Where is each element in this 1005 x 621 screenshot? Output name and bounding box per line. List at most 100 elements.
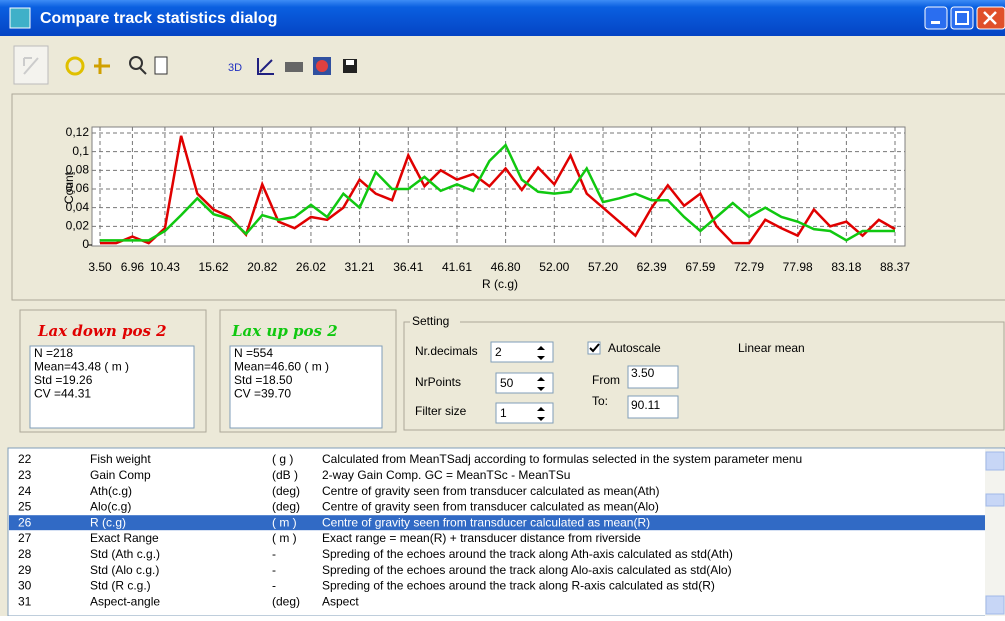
x-tick-label: 10.43 [150,260,180,274]
maximize-icon [955,11,969,25]
chart-icon[interactable] [257,58,274,75]
list-cell: 28 [18,547,32,561]
list-cell: Centre of gravity seen from transducer c… [322,484,660,498]
minimize-icon [931,21,940,24]
scroll-up[interactable] [985,451,1005,471]
zoom-icon[interactable] [129,56,143,70]
spin-value: 1 [500,406,507,420]
stats-box [229,345,383,429]
field-value: 90.11 [631,398,660,412]
save-icon-label [346,60,354,65]
y-tick-label: 0,12 [66,125,90,139]
x-tick-label: 6.96 [121,260,145,274]
x-tick-label: 72.79 [734,260,764,274]
stats-title: Lax down pos 2 [37,322,167,340]
field-label: Filter size [415,404,467,418]
x-tick-label: 88.37 [880,260,910,274]
field-label: From [592,373,620,387]
field-label: NrPoints [415,375,461,389]
list-cell: Aspect [322,594,359,608]
plot: 0 0,02 0,04 0,06 0,08 0,1 0,12 3.50 6.96 10.43 15.… [66,125,911,274]
app-icon [9,7,31,29]
list-cell: (dB ) [272,468,298,482]
zoom-handle [139,67,147,75]
x-tick-label: 20.82 [247,260,277,274]
list: 22 Fish weight ( g ) Calculated from MeanTS… [9,452,985,608]
y-tick-label: 0 [82,237,89,251]
text-box[interactable] [627,365,679,389]
scroll-down[interactable] [985,595,1005,615]
window-title: Compare track statistics dialog [40,10,277,27]
field-value: 3.50 [631,366,655,380]
list-cell: 26 [18,515,32,529]
maximize-button[interactable] [950,6,974,30]
list-cell: ( m ) [272,531,297,545]
x-tick-label: 41.61 [442,260,472,274]
settings-title: Setting [412,314,449,328]
stats-title: Lax up pos 2 [231,322,338,340]
print-icon[interactable] [285,62,303,72]
y-tick-label: 0,08 [66,163,90,177]
list-cell: Exact Range [90,531,159,545]
minimize-button[interactable] [924,6,948,30]
list-cell: 24 [18,484,32,498]
x-tick-label: 36.41 [393,260,423,274]
field-label: Nr.decimals [415,344,478,358]
list-cell: ( g ) [272,452,293,466]
list-cell: - [272,547,276,561]
stats-line: CV =44.31 [34,387,91,401]
settings-title-bg [410,316,460,328]
x-tick-label: 83.18 [831,260,861,274]
y-tick-label: 0,1 [72,144,89,158]
spin-value: 2 [495,345,502,359]
list-cell: (deg) [272,484,300,498]
stats-line: Mean=46.60 ( m ) [234,360,329,374]
y-axis-label: Count [62,171,76,204]
spin-box[interactable] [490,341,554,363]
list-cell: - [272,563,276,577]
list-cell: 25 [18,500,32,514]
scrollbar [985,449,1005,616]
y-tick-label: 0,06 [66,181,90,195]
page-icon[interactable] [154,56,168,75]
stats-line: N =218 [34,346,73,360]
x-axis-label: R (c.g) [482,277,518,291]
3d-button[interactable]: 3D [228,62,242,74]
settings-group [403,321,1005,431]
x-tick-label: 77.98 [783,260,813,274]
refresh-icon[interactable] [65,56,85,76]
x-tick-label: 46.80 [491,260,521,274]
list-cell: 29 [18,563,32,577]
series-line [100,143,895,242]
list-cell: Exact range = mean(R) + transducer dista… [322,531,641,545]
list-cell: (deg) [272,500,300,514]
stats-line: Std =18.50 [234,373,293,387]
list-cell: (deg) [272,594,300,608]
spin-value: 50 [500,376,514,390]
checkbox-label: Autoscale [608,341,661,355]
list-box [7,447,1005,617]
list-cell: Ath(c.g) [90,484,132,498]
list-cell: Spreding of the echoes around the track … [322,563,732,577]
list-cell: Std (Alo c.g.) [90,563,159,577]
y-tick-label: 0,02 [66,219,90,233]
move-icon[interactable] [94,58,110,74]
x-tick-label: 57.20 [588,260,618,274]
x-tick-label: 62.39 [637,260,667,274]
list-cell: Spreding of the echoes around the track … [322,579,715,593]
list-cell: Std (Ath c.g.) [90,547,160,561]
scroll-thumb[interactable] [985,493,1005,507]
selected-row [9,515,985,531]
list-cell: Std (R c.g.) [90,579,151,593]
stats-line: CV =39.70 [234,387,291,401]
mean-type: Linear mean [738,341,805,355]
stats-line: Mean=43.48 ( m ) [34,360,129,374]
stats-line: N =554 [234,346,273,360]
list-cell: 30 [18,579,32,593]
text-box[interactable] [627,395,679,419]
list-cell: 23 [18,468,32,482]
list-cell: Calculated from MeanTSadj according to f… [322,452,802,466]
